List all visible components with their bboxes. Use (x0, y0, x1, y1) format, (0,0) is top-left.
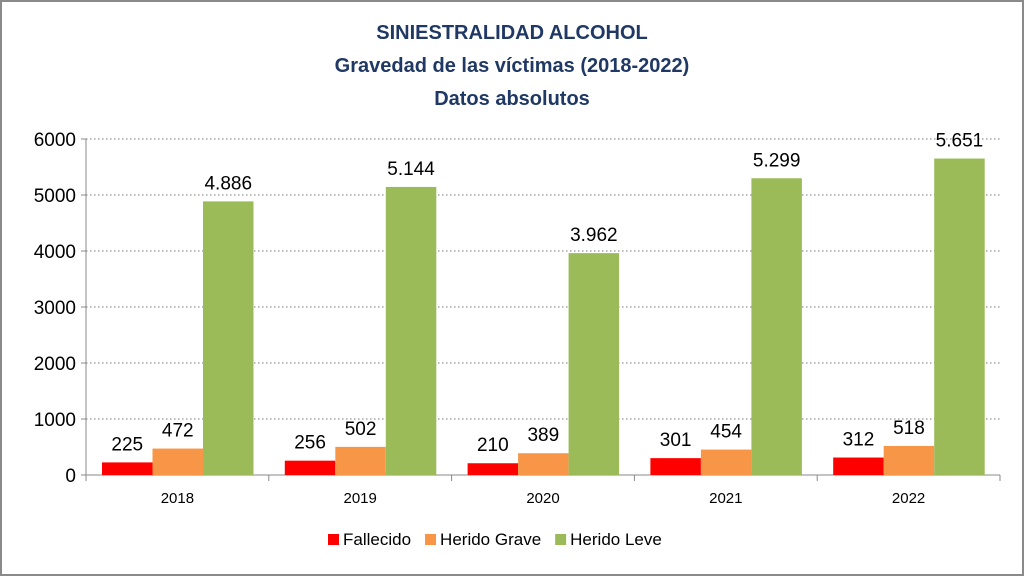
bar-herido-leve (751, 178, 802, 476)
x-tick-label: 2022 (892, 490, 925, 507)
bar-herido-leve (385, 186, 437, 475)
legend-label: Herido Leve (570, 530, 662, 549)
data-label: 4.886 (204, 173, 252, 194)
data-label: 5.144 (387, 159, 435, 180)
y-tick-label: 3000 (34, 298, 76, 319)
bar-fallecido (833, 457, 884, 475)
data-label: 454 (710, 422, 742, 443)
data-label: 256 (294, 433, 326, 454)
bar-herido-grave (335, 446, 386, 475)
y-tick-label: 4000 (34, 242, 76, 263)
y-tick-label: 1000 (34, 410, 76, 431)
bar-herido-grave (518, 453, 569, 475)
legend-label: Herido Grave (440, 530, 541, 549)
y-tick-label: 2000 (34, 354, 76, 375)
bar-herido-leve (934, 158, 985, 475)
legend-swatch (555, 534, 567, 545)
y-tick-label: 0 (65, 466, 76, 487)
legend-label: Fallecido (343, 530, 411, 549)
bar-herido-grave (883, 445, 935, 475)
bar-fallecido (467, 463, 519, 475)
data-label: 3.962 (570, 225, 618, 246)
data-label: 389 (527, 425, 559, 446)
bar-fallecido (650, 458, 701, 475)
data-label: 210 (477, 435, 509, 456)
chart-subtitle: Gravedad de las víctimas (2018-2022) (334, 55, 690, 77)
chart-subtitle-2: Datos absolutos (434, 88, 590, 110)
bar-herido-leve (203, 201, 254, 475)
data-label: 502 (345, 419, 377, 440)
x-tick-label: 2021 (709, 490, 742, 507)
bar-herido-grave (700, 449, 752, 475)
bar-herido-leve (568, 253, 620, 475)
x-tick-label: 2018 (161, 490, 194, 507)
y-tick-label: 6000 (34, 130, 76, 151)
bar-fallecido (102, 462, 153, 475)
data-label: 301 (660, 430, 692, 451)
data-label: 5.299 (753, 150, 801, 171)
legend-swatch (328, 534, 339, 545)
data-label: 312 (843, 430, 875, 451)
data-label: 5.651 (936, 131, 984, 152)
data-label: 472 (162, 421, 194, 442)
chart-title: SINIESTRALIDAD ALCOHOL (376, 22, 648, 44)
bar-fallecido (284, 460, 336, 475)
legend-swatch (425, 534, 437, 545)
x-tick-label: 2020 (526, 490, 559, 507)
data-label: 518 (893, 418, 925, 439)
y-tick-label: 5000 (34, 186, 76, 207)
bar-herido-grave (152, 448, 203, 475)
data-label: 225 (111, 434, 143, 455)
x-tick-label: 2019 (344, 490, 377, 507)
